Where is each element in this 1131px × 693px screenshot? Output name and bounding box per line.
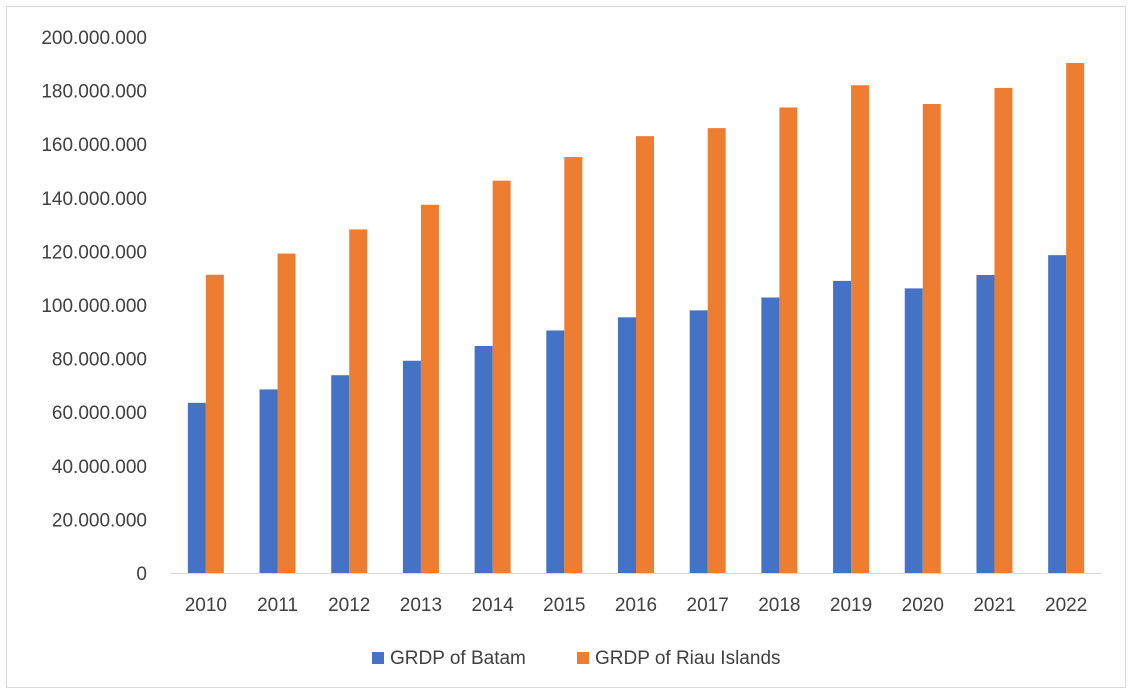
legend: GRDP of Batam GRDP of Riau Islands	[372, 648, 781, 669]
x-tick-label: 2016	[615, 595, 657, 616]
legend-label: GRDP of Riau Islands	[595, 648, 781, 669]
x-tick-label: 2021	[973, 595, 1015, 616]
x-tick-label: 2013	[400, 595, 442, 616]
y-tick-label: 60.000.000	[52, 403, 147, 424]
bar-riau-islands	[205, 274, 224, 573]
x-tick-label: 2011	[257, 595, 298, 616]
y-tick-label: 20.000.000	[52, 510, 147, 531]
bar-batam	[618, 317, 636, 573]
y-tick-label: 140.000.000	[41, 189, 147, 210]
bar-batam	[331, 375, 350, 573]
bar-batam	[546, 330, 565, 573]
bar-batam	[474, 346, 493, 573]
x-tick-label: 2014	[471, 595, 514, 616]
legend-swatch	[577, 652, 589, 664]
bar-batam	[976, 274, 995, 573]
bar-batam	[761, 297, 780, 573]
bar-riau-islands	[277, 253, 296, 573]
x-tick-label: 2020	[902, 595, 944, 616]
x-tick-label: 2012	[328, 595, 370, 616]
legend-swatch	[372, 652, 384, 664]
bar-riau-islands	[994, 87, 1013, 574]
x-tick-label: 2022	[1045, 595, 1087, 616]
bar-riau-islands	[922, 104, 941, 573]
y-tick-label: 200.000.000	[41, 28, 147, 49]
bar-riau-islands	[349, 229, 368, 573]
legend-label: GRDP of Batam	[390, 648, 526, 669]
bar-riau-islands	[1066, 62, 1085, 573]
y-axis: 0 20.000.000 40.000.000 60.000.000 80.000.00…	[41, 28, 147, 585]
bar-riau-islands	[564, 157, 583, 573]
bar-riau-islands	[851, 85, 870, 574]
y-tick-label: 40.000.000	[52, 457, 147, 478]
bar-batam	[904, 288, 923, 573]
bars	[187, 62, 1085, 574]
x-tick-label: 2015	[543, 595, 585, 616]
bar-riau-islands	[707, 128, 726, 573]
y-tick-label: 120.000.000	[41, 242, 147, 263]
y-tick-label: 100.000.000	[41, 296, 147, 317]
bar-riau-islands	[420, 204, 439, 573]
y-tick-label: 0	[136, 564, 147, 585]
bar-riau-islands	[636, 136, 654, 573]
x-tick-label: 2010	[185, 595, 227, 616]
bar-batam	[689, 310, 708, 573]
bar-batam	[259, 389, 278, 573]
bar-batam	[833, 280, 852, 573]
bar-batam	[402, 360, 421, 573]
bar-riau-islands	[779, 107, 798, 573]
bar-batam	[1048, 255, 1067, 574]
bar-riau-islands	[492, 180, 511, 573]
x-tick-label: 2018	[758, 595, 800, 616]
y-tick-label: 160.000.000	[41, 135, 147, 156]
x-axis: 2010 2011 2012 2013 2014 2015 2016 2017 2018 2019…	[170, 573, 1102, 616]
y-tick-label: 80.000.000	[52, 350, 147, 371]
y-tick-label: 180.000.000	[41, 82, 147, 103]
x-tick-label: 2019	[830, 595, 872, 616]
x-tick-label: 2017	[687, 595, 729, 616]
bar-batam	[187, 402, 206, 573]
